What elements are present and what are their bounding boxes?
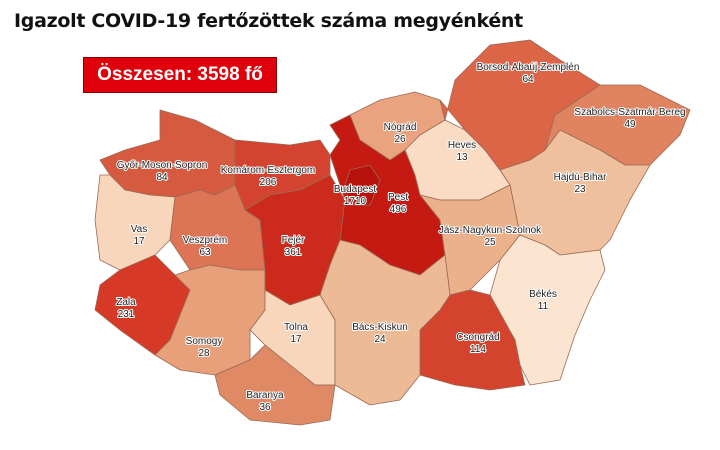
county-name-hajdu: Hajdú-Bihar <box>554 172 607 183</box>
county-value-veszprem: 63 <box>199 247 211 258</box>
county-name-borsod: Borsod-Abaúj-Zemplén <box>477 62 580 73</box>
county-name-bacs: Bács-Kiskun <box>352 322 408 333</box>
county-value-nograd: 26 <box>394 134 406 145</box>
county-baranya <box>214 344 336 426</box>
county-value-bacs: 24 <box>374 334 386 345</box>
county-value-gyor: 84 <box>156 172 168 183</box>
county-value-komarom: 206 <box>260 177 277 188</box>
county-value-csongrad: 114 <box>470 344 486 355</box>
county-value-hajdu: 23 <box>574 184 586 195</box>
county-value-jasz: 25 <box>484 237 496 248</box>
county-name-heves: Heves <box>448 140 476 151</box>
county-name-baranya: Baranya <box>246 390 284 401</box>
county-value-heves: 13 <box>456 152 468 163</box>
county-budapest <box>344 164 381 206</box>
county-name-csongrad: Csongrád <box>456 332 499 343</box>
page-title: Igazolt COVID-19 fertőzöttek száma megyé… <box>14 10 523 32</box>
county-gyor <box>99 109 236 198</box>
county-value-pest: 496 <box>390 204 407 215</box>
county-name-fejer: Fejér <box>282 235 305 246</box>
county-value-tolna: 17 <box>290 334 302 345</box>
county-name-bekes: Békés <box>529 289 557 300</box>
county-name-veszprem: Veszprém <box>183 235 227 246</box>
county-name-vas: Vas <box>131 224 148 235</box>
county-name-nograd: Nógrád <box>384 122 417 133</box>
county-value-baranya: 36 <box>259 402 271 413</box>
county-name-zala: Zala <box>116 297 136 308</box>
county-value-bekes: 11 <box>538 301 549 312</box>
county-value-borsod: 64 <box>522 74 534 85</box>
county-name-jasz: Jász-Nagykun-Szolnok <box>439 225 542 236</box>
county-name-pest: Pest <box>388 192 408 203</box>
county-value-somogy: 28 <box>198 348 210 359</box>
county-name-tolna: Tolna <box>284 322 308 333</box>
county-value-szabolcs: 49 <box>624 119 636 130</box>
county-value-fejer: 361 <box>285 247 302 258</box>
county-name-szabolcs: Szabolcs-Szatmár-Bereg <box>574 107 685 118</box>
county-name-somogy: Somogy <box>186 336 223 347</box>
county-name-komarom: Komárom-Esztergom <box>221 165 315 176</box>
county-name-budapest: Budapest <box>334 184 376 195</box>
county-value-vas: 17 <box>133 236 145 247</box>
total-count-badge: Összesen: 3598 fő <box>83 57 277 93</box>
county-value-budapest: 1710 <box>344 196 367 207</box>
county-value-zala: 231 <box>118 309 135 320</box>
county-bacs <box>319 239 451 406</box>
county-name-gyor: Győr-Moson-Sopron <box>117 160 208 171</box>
